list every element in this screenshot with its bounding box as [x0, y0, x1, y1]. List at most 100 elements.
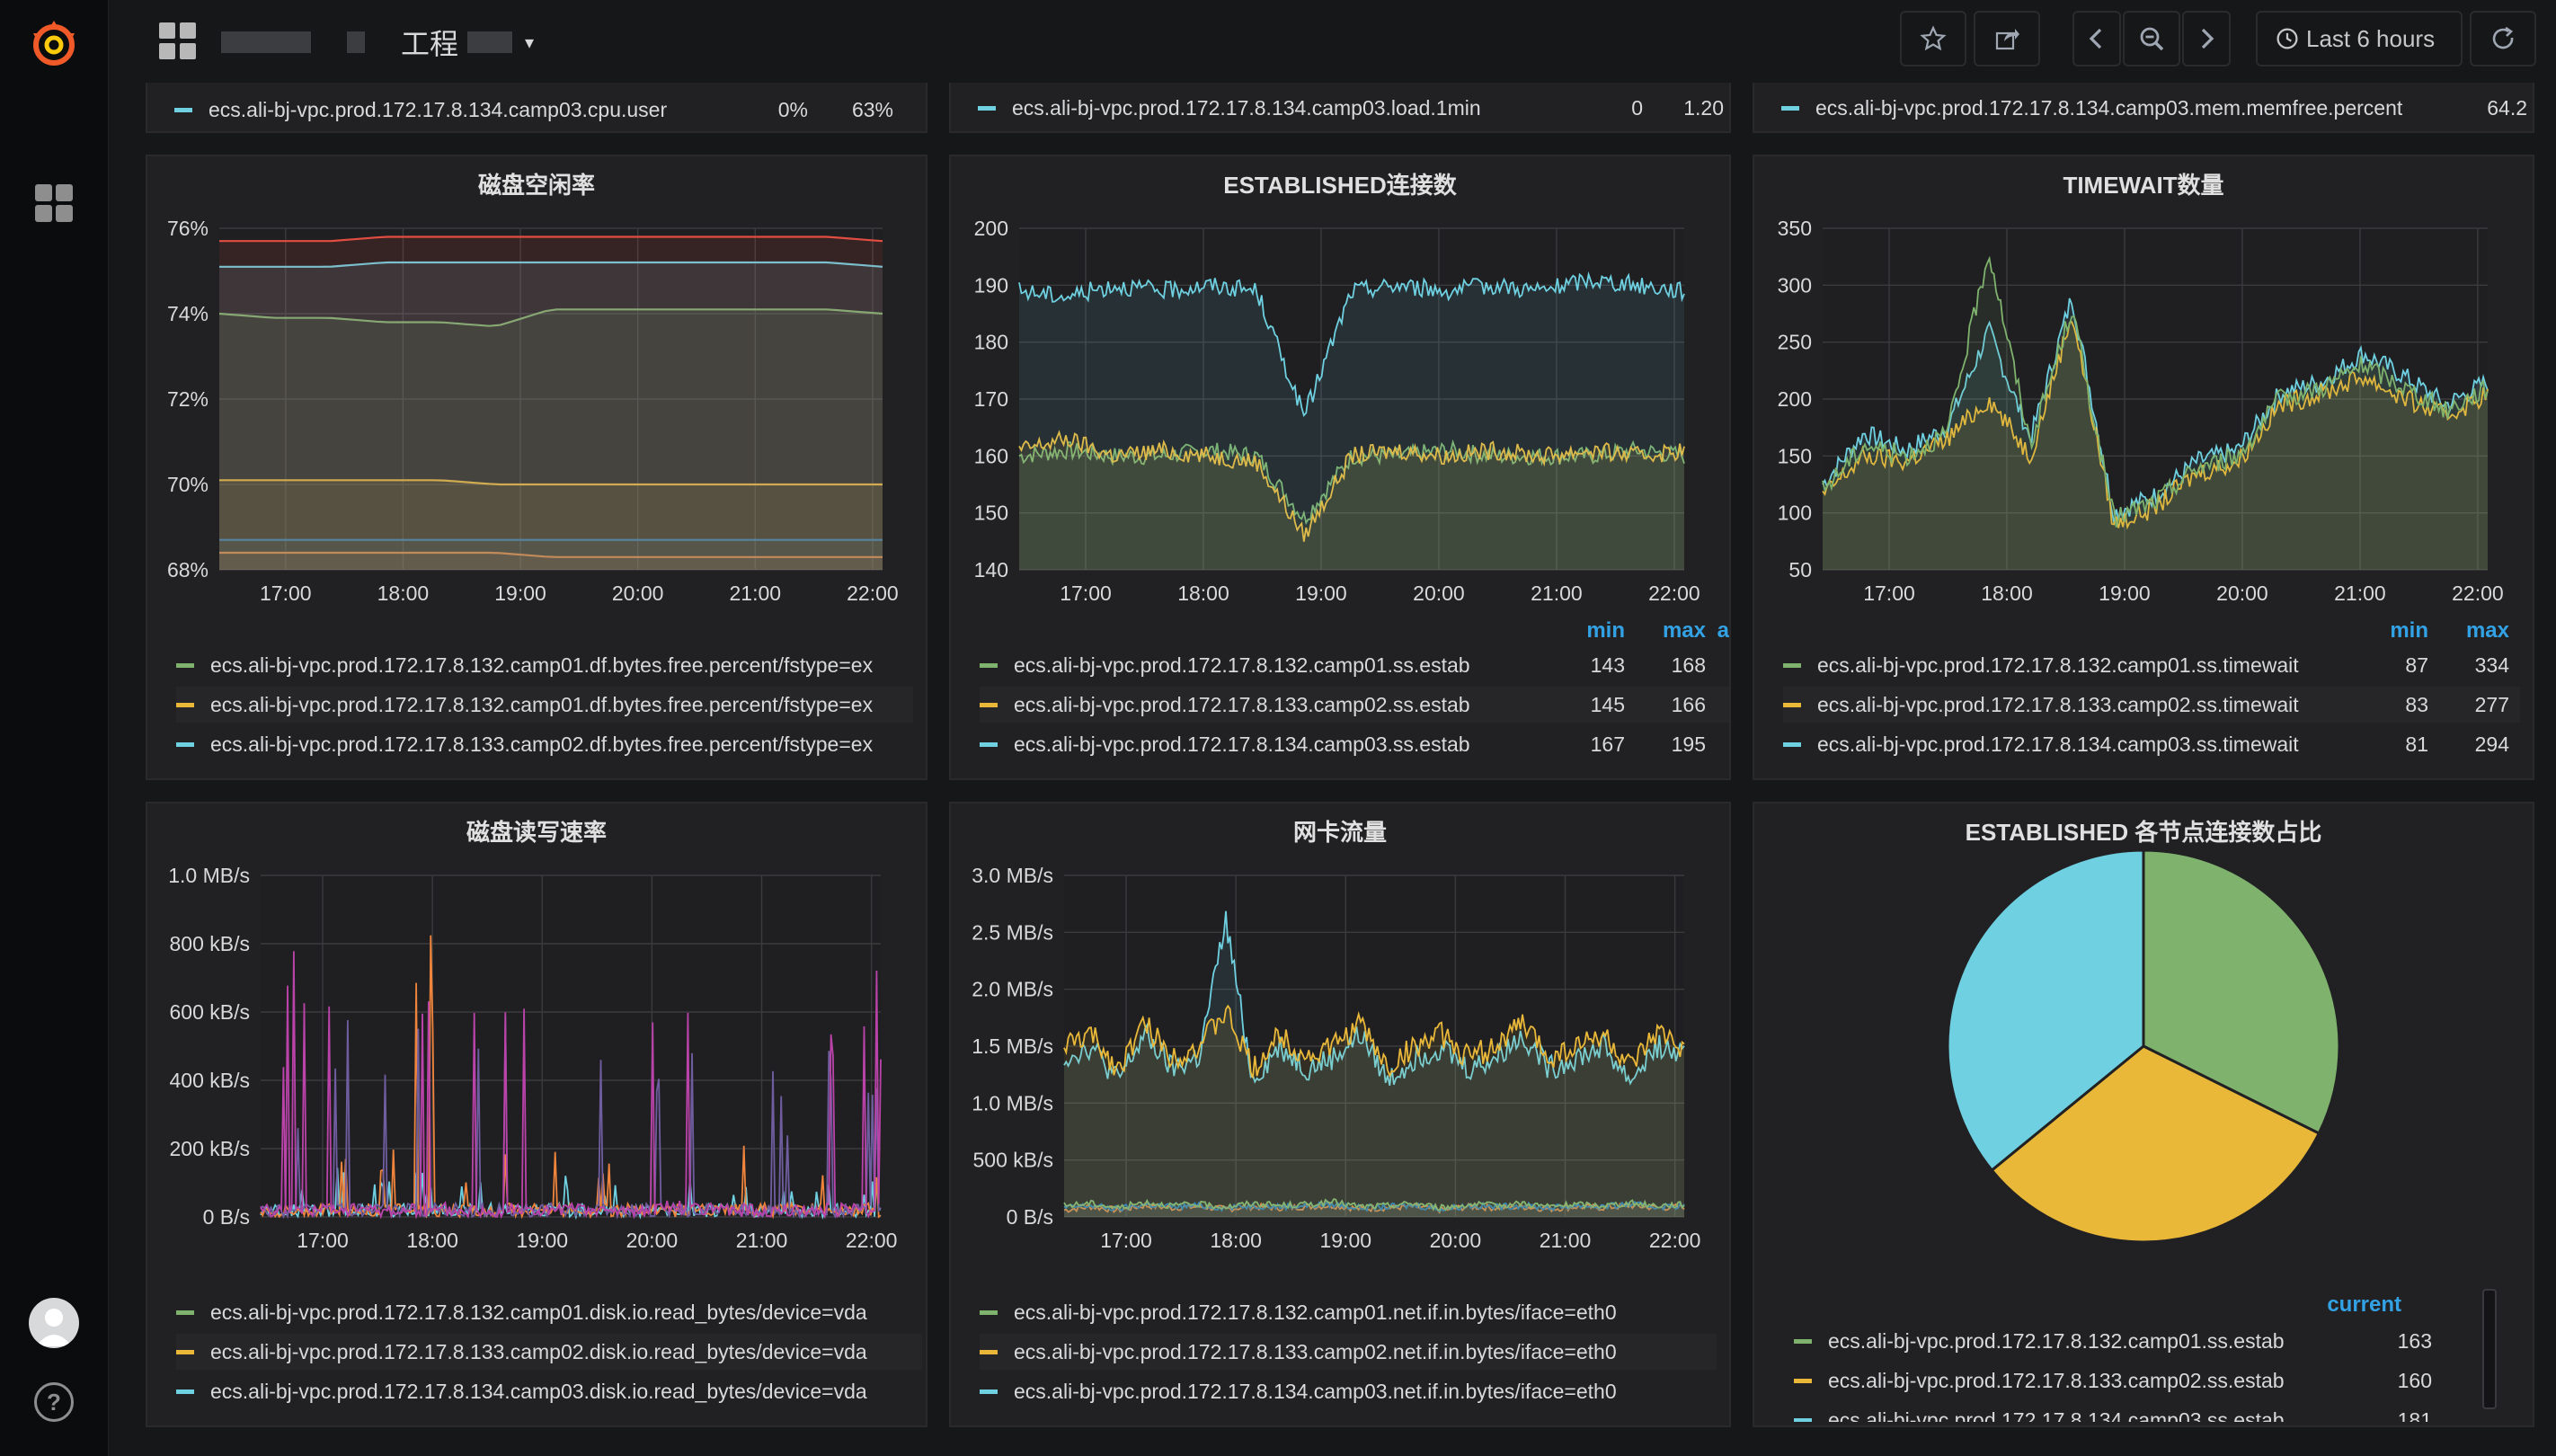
legend-item[interactable]: ecs.ali-bj-vpc.prod.172.17.8.132.camp01.… [176, 647, 913, 683]
legend-item[interactable]: ecs.ali-bj-vpc.prod.172.17.8.133.camp02.… [176, 1334, 922, 1370]
legend-item[interactable]: ecs.ali-bj-vpc.prod.172.17.8.133.camp02.… [980, 687, 1729, 723]
panel-network: 网卡流量 3.0 MB/s 2.5 MB/s 2.0 MB/s 1.5 MB/s 1.0… [949, 802, 1731, 1427]
legend-header-min[interactable]: min [1586, 618, 1625, 643]
legend-item[interactable]: ecs.ali-bj-vpc.prod.172.17.8.134.camp03.… [980, 726, 1729, 762]
legend-header-max[interactable]: max [2465, 618, 2509, 643]
series-fill [219, 539, 883, 570]
y-tick-label: 140 [974, 558, 1008, 582]
x-tick-label: 20:00 [626, 1229, 679, 1252]
y-tick-label: 600 kB/s [170, 1000, 251, 1024]
legend-item[interactable]: ecs.ali-bj-vpc.prod.172.17.8.133.camp02.… [1794, 1363, 2441, 1398]
x-tick-label: 19:00 [2099, 582, 2151, 605]
legend-item[interactable]: ecs.ali-bj-vpc.prod.172.17.8.132.camp01.… [1783, 647, 2520, 683]
legend-header-max[interactable]: max [1662, 618, 1706, 643]
y-tick-label: 200 [1778, 387, 1812, 411]
legend-header-avg[interactable]: a [1717, 618, 1729, 643]
x-tick-label: 22:00 [1648, 582, 1700, 605]
legend-item[interactable]: ecs.ali-bj-vpc.prod.172.17.8.134.camp03.… [1783, 726, 2520, 762]
star-button[interactable] [1900, 11, 1966, 67]
legend-header-current[interactable]: current [2327, 1292, 2401, 1317]
panel-title[interactable]: TIMEWAIT数量 [2063, 172, 2224, 199]
dashboards-grid-icon[interactable] [27, 176, 81, 230]
legend-item[interactable]: ecs.ali-bj-vpc.prod.172.17.8.134.camp03.… [174, 92, 920, 128]
y-tick-label: 2.5 MB/s [972, 920, 1053, 944]
series-line [1063, 1004, 1685, 1079]
series-fill [219, 480, 883, 570]
share-button[interactable] [1974, 11, 2040, 67]
legend-header-min[interactable]: min [2390, 618, 2428, 643]
legend-item[interactable]: ecs.ali-bj-vpc.prod.172.17.8.134.camp03.… [1794, 1402, 2441, 1422]
panel-title[interactable]: 磁盘读写速率 [466, 819, 607, 846]
series-color-swatch [176, 1310, 194, 1315]
legend-item[interactable]: ecs.ali-bj-vpc.prod.172.17.8.133.camp02.… [980, 1334, 1717, 1370]
legend-item[interactable]: ecs.ali-bj-vpc.prod.172.17.8.134.camp03.… [980, 1373, 1717, 1409]
legend-item[interactable]: ecs.ali-bj-vpc.prod.172.17.8.132.camp01.… [176, 1294, 922, 1330]
legend-item[interactable]: ecs.ali-bj-vpc.prod.172.17.8.134.camp03.… [978, 90, 1724, 126]
legend-item[interactable]: ecs.ali-bj-vpc.prod.172.17.8.134.camp03.… [1781, 90, 2533, 126]
dashboard-picker[interactable]: 工程 ▾ [221, 20, 534, 65]
y-tick-label: 70% [167, 473, 209, 496]
x-tick-label: 17:00 [1060, 582, 1112, 605]
time-back-button[interactable] [2072, 11, 2121, 67]
x-tick-label: 20:00 [1430, 1229, 1482, 1252]
panel-mem-partial: ecs.ali-bj-vpc.prod.172.17.8.134.camp03.… [1753, 83, 2534, 133]
network-chart[interactable]: 3.0 MB/s 2.5 MB/s 2.0 MB/s 1.5 MB/s 1.0 MB/s… [951, 848, 1729, 1298]
time-range-picker[interactable]: Last 6 hours [2256, 11, 2463, 67]
x-tick-label: 21:00 [736, 1229, 788, 1252]
timewait-chart[interactable]: 350 300 250 200 150 100 50 17:00 18:00 19:00 20:00… [1754, 201, 2533, 651]
estab-pie-chart[interactable] [1754, 848, 2533, 1262]
legend-item[interactable]: ecs.ali-bj-vpc.prod.172.17.8.132.camp01.… [1794, 1323, 2441, 1359]
legend-item[interactable]: ecs.ali-bj-vpc.prod.172.17.8.134.camp03.… [176, 1373, 922, 1409]
x-tick-label: 19:00 [1319, 1229, 1371, 1252]
legend-item[interactable]: ecs.ali-bj-vpc.prod.172.17.8.133.camp02.… [1783, 687, 2520, 723]
y-tick-label: 160 [974, 444, 1008, 467]
series-color-swatch [980, 1310, 998, 1315]
y-tick-label: 300 [1778, 273, 1812, 297]
caret-down-icon: ▾ [525, 32, 535, 53]
chevron-left-icon [2089, 28, 2102, 49]
refresh-button[interactable] [2470, 11, 2536, 67]
panel-disk-free: 磁盘空闲率 76% 74% 72% 70% 68% 17:00 18:00 19:00 20:0… [146, 155, 927, 780]
series-fill [1823, 322, 2488, 570]
x-tick-label: 21:00 [2334, 582, 2386, 605]
series-line [219, 479, 883, 486]
y-tick-label: 350 [1778, 217, 1812, 240]
disk-io-chart[interactable]: 1.0 MB/s 800 kB/s 600 kB/s 400 kB/s 200 kB/s… [147, 848, 926, 1298]
grafana-logo-icon[interactable] [20, 9, 88, 77]
x-tick-label: 21:00 [1540, 1229, 1592, 1252]
pie-slice [2142, 848, 2341, 1136]
y-tick-label: 72% [167, 387, 209, 411]
y-tick-label: 1.5 MB/s [972, 1034, 1053, 1058]
series-color-swatch [1794, 1338, 1812, 1344]
y-tick-label: 800 kB/s [170, 932, 251, 955]
series-fill [1019, 274, 1684, 570]
panel-title[interactable]: 磁盘空闲率 [477, 172, 595, 199]
y-tick-label: 190 [974, 273, 1008, 297]
zoom-out-button[interactable] [2123, 11, 2180, 67]
series-fill [1019, 432, 1684, 570]
series-fill [219, 309, 883, 570]
panel-title[interactable]: 网卡流量 [1292, 819, 1387, 846]
series-color-swatch [176, 1349, 194, 1354]
panel-cpu-partial: ecs.ali-bj-vpc.prod.172.17.8.134.camp03.… [146, 83, 927, 133]
legend-item[interactable]: ecs.ali-bj-vpc.prod.172.17.8.132.camp01.… [980, 1294, 1717, 1330]
x-tick-label: 22:00 [846, 1229, 898, 1252]
pie-legend-scrollbar[interactable] [2482, 1289, 2497, 1409]
help-icon[interactable]: ? [34, 1382, 74, 1422]
legend-item[interactable]: ecs.ali-bj-vpc.prod.172.17.8.132.camp01.… [980, 647, 1729, 683]
panel-load-partial: ecs.ali-bj-vpc.prod.172.17.8.134.camp03.… [949, 83, 1731, 133]
panel-title[interactable]: ESTABLISHED连接数 [1223, 172, 1457, 199]
dashboard-grid-icon[interactable] [158, 22, 198, 61]
series-color-swatch [176, 1389, 194, 1394]
star-icon [1920, 25, 1947, 51]
series-color-swatch [980, 1389, 998, 1394]
share-icon [1995, 29, 2019, 50]
legend-item[interactable]: ecs.ali-bj-vpc.prod.172.17.8.133.camp02.… [176, 726, 913, 762]
time-forward-button[interactable] [2182, 11, 2231, 67]
legend-item[interactable]: ecs.ali-bj-vpc.prod.172.17.8.132.camp01.… [176, 687, 913, 723]
disk-free-chart[interactable]: 76% 74% 72% 70% 68% 17:00 18:00 19:00 20:00 21:00… [147, 201, 926, 651]
panel-title[interactable]: ESTABLISHED 各节点连接数占比 [1965, 819, 2322, 846]
x-tick-label: 19:00 [516, 1229, 568, 1252]
user-avatar-icon[interactable] [29, 1298, 79, 1348]
established-chart[interactable]: 200 190 180 170 160 150 140 17:00 18:00 19:00 20:0… [951, 201, 1729, 651]
